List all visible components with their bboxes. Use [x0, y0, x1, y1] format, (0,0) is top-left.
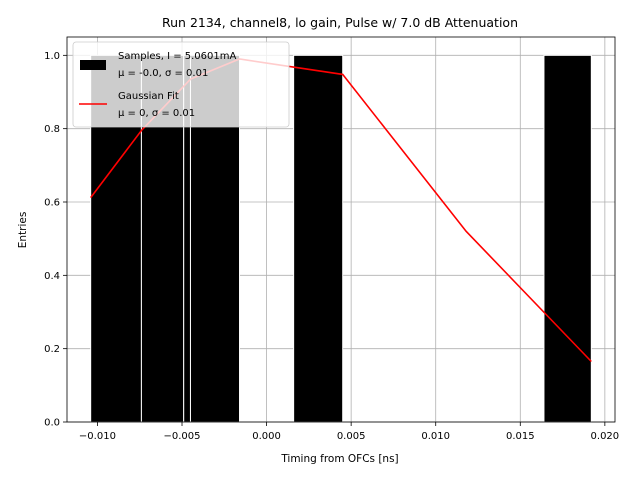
legend: Samples, I = 5.0601mA μ = -0.0, σ = 0.01… — [72, 41, 290, 128]
y-axis-label: Entries — [17, 212, 29, 249]
legend-label-samples-line1: Samples, I = 5.0601mA — [118, 51, 236, 62]
y-tick-label: 0.6 — [44, 198, 60, 209]
plot-frame — [66, 36, 616, 423]
y-axis-ticks: 0.0 0.2 0.4 0.6 0.8 1.0 — [44, 51, 67, 429]
y-tick-label: 0.4 — [44, 271, 60, 282]
x-tick-label: 0.020 — [591, 431, 620, 442]
y-tick-label: 0.8 — [44, 124, 60, 135]
x-tick-label: 0.005 — [337, 431, 366, 442]
x-tick-label: 0.015 — [506, 431, 535, 442]
x-tick-label: −0.010 — [79, 431, 116, 442]
chart-title: Run 2134, channel8, lo gain, Pulse w/ 7.… — [162, 15, 518, 30]
legend-box — [72, 41, 290, 128]
x-axis-ticks: −0.010 −0.005 0.000 0.005 0.010 0.015 0.020 — [79, 422, 619, 442]
histogram-bar — [293, 54, 344, 423]
y-tick-label: 1.0 — [44, 51, 60, 62]
y-tick-label: 0.0 — [44, 418, 60, 429]
legend-label-samples-line2: μ = -0.0, σ = 0.01 — [118, 68, 208, 79]
y-tick-label: 0.2 — [44, 344, 60, 355]
histogram-bar — [543, 54, 592, 423]
x-axis-label: Timing from OFCs [ns] — [280, 453, 398, 465]
x-tick-label: 0.010 — [421, 431, 450, 442]
x-tick-label: 0.000 — [252, 431, 281, 442]
legend-swatch-samples — [80, 60, 106, 70]
legend-label-gaussian-line2: μ = 0, σ = 0.01 — [118, 108, 195, 119]
legend-label-gaussian-line1: Gaussian Fit — [118, 91, 179, 102]
x-tick-label: −0.005 — [164, 431, 201, 442]
